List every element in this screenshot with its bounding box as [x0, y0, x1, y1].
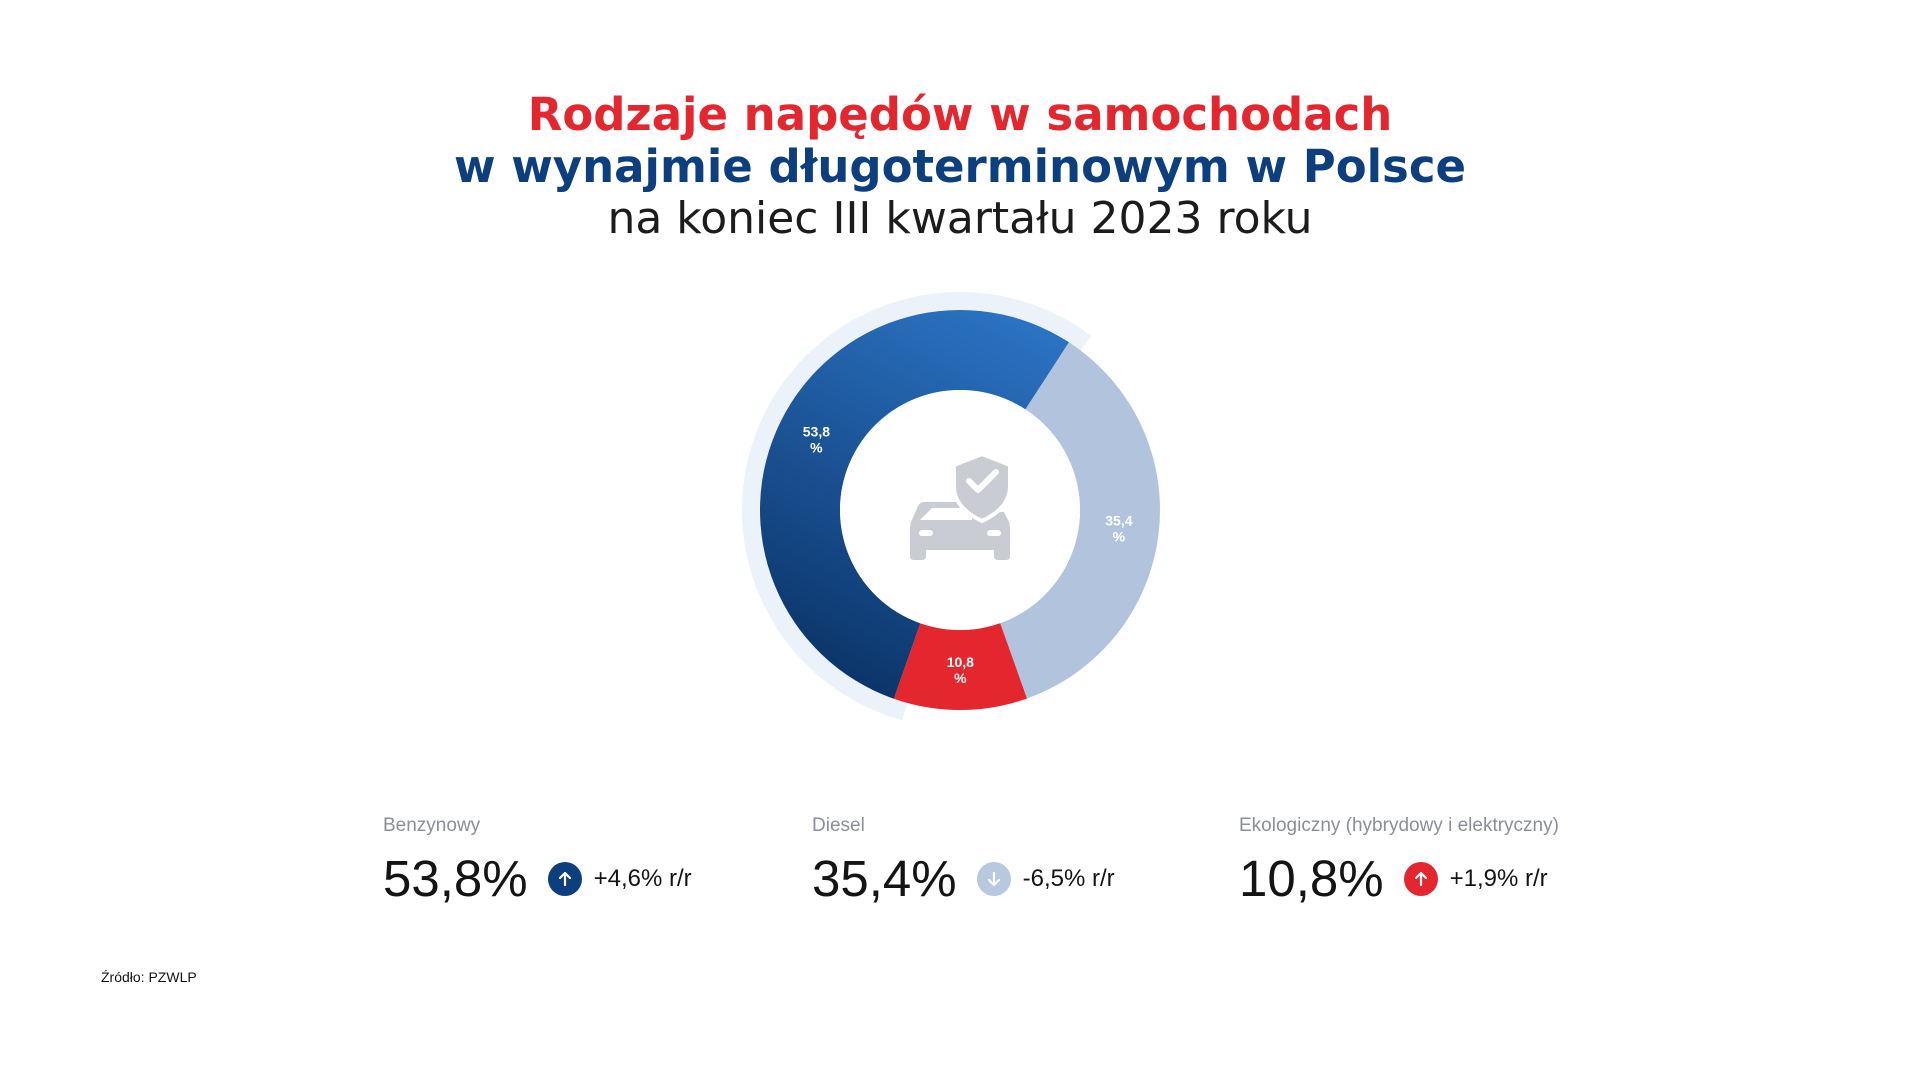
- car-shield-check-icon: [910, 451, 1012, 560]
- stat-label: Diesel: [812, 815, 865, 836]
- stat-value: 35,4%: [812, 850, 957, 907]
- slice-label-2-1: %: [954, 670, 967, 686]
- arrow-up-icon: [547, 861, 582, 896]
- stat-change: -6,5% r/r: [1022, 864, 1115, 892]
- slice-label-1-0: 35,4: [1105, 513, 1132, 529]
- stat-value: 53,8%: [383, 850, 528, 907]
- stat-ekologiczny: Ekologiczny (hybrydowy i elektryczny) 10…: [1239, 815, 1559, 908]
- source-note: Źródło: PZWLP: [101, 969, 197, 985]
- slice-label-0-0: 53,8: [803, 423, 830, 439]
- arrow-up-icon: [1403, 861, 1438, 896]
- slice-label-2-0: 10,8: [947, 654, 974, 670]
- chart-title-line-1: Rodzaje napędów w samochodach: [527, 88, 1393, 141]
- donut-slice-0: [759, 309, 1069, 699]
- stat-label: Benzynowy: [383, 815, 481, 836]
- slice-label-1-1: %: [1113, 529, 1126, 545]
- donut-slice-2: [893, 623, 1027, 710]
- stat-label: Ekologiczny (hybrydowy i elektryczny): [1239, 815, 1559, 836]
- donut-chart: 35,4%10,8%53,8%: [742, 291, 1160, 721]
- stat-diesel: Diesel 35,4% -6,5% r/r: [812, 815, 1115, 908]
- stat-change: +1,9% r/r: [1449, 864, 1548, 892]
- arrow-down-icon: [976, 861, 1011, 896]
- chart-subtitle: na koniec III kwartału 2023 roku: [607, 193, 1313, 244]
- donut-slice-1: [1000, 342, 1160, 699]
- stat-value: 10,8%: [1239, 850, 1384, 907]
- stat-benzynowy: Benzynowy 53,8% +4,6% r/r: [383, 815, 692, 908]
- slice-label-0-1: %: [810, 439, 823, 455]
- chart-title-line-2: w wynajmie długoterminowym w Polsce: [453, 140, 1467, 193]
- stat-change: +4,6% r/r: [593, 864, 692, 892]
